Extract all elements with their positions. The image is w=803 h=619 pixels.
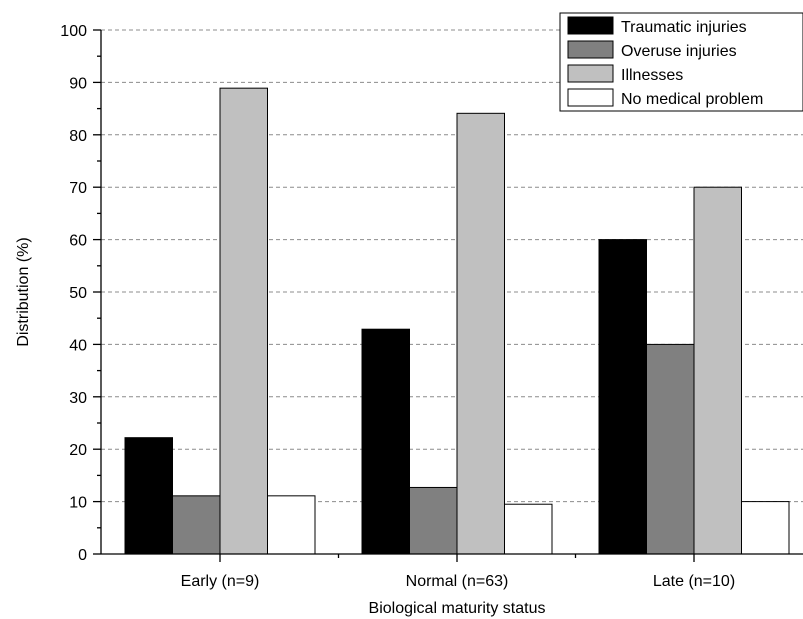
bar (172, 495, 221, 555)
x-axis-ticks: Early (n=9) Normal (n=63) Late (n=10) (181, 554, 735, 590)
y-axis-ticks: 0 10 20 30 40 50 60 70 80 90 100 (60, 23, 101, 564)
x-tick-label: Late (n=10) (653, 573, 735, 590)
bar (693, 186, 742, 555)
bar (504, 503, 553, 555)
y-tick-label: 60 (69, 233, 87, 250)
y-tick-label: 80 (69, 128, 87, 145)
y-tick-label: 20 (69, 442, 87, 459)
bar (219, 87, 268, 555)
y-axis-label: Distribution (%) (15, 237, 32, 346)
y-tick-label: 0 (78, 547, 87, 564)
bar (598, 239, 647, 555)
y-tick-label: 10 (69, 495, 87, 512)
legend-label: Traumatic injuries (621, 19, 747, 36)
bar (741, 501, 790, 555)
bar (409, 486, 458, 555)
y-tick-label: 50 (69, 285, 87, 302)
legend: Traumatic injuries Overuse injuries Illnes… (559, 12, 803, 112)
bar (124, 437, 173, 555)
legend-label: Illnesses (621, 67, 683, 84)
legend-swatch (567, 40, 614, 59)
y-tick-label: 40 (69, 337, 87, 354)
legend-swatch (567, 16, 614, 35)
x-tick-label: Normal (n=63) (406, 573, 509, 590)
bar (646, 343, 695, 555)
bar (361, 328, 410, 555)
legend-label: Overuse injuries (621, 43, 737, 60)
y-tick-label: 100 (60, 23, 87, 40)
x-axis-label: Biological maturity status (369, 600, 546, 617)
legend-swatch (567, 64, 614, 83)
bar (456, 112, 505, 555)
legend-swatch (567, 88, 614, 107)
bars (124, 87, 790, 555)
x-tick-label: Early (n=9) (181, 573, 260, 590)
legend-label: No medical problem (621, 91, 763, 108)
y-tick-label: 70 (69, 180, 87, 197)
y-tick-label: 30 (69, 390, 87, 407)
y-tick-label: 90 (69, 75, 87, 92)
bar (267, 495, 316, 555)
